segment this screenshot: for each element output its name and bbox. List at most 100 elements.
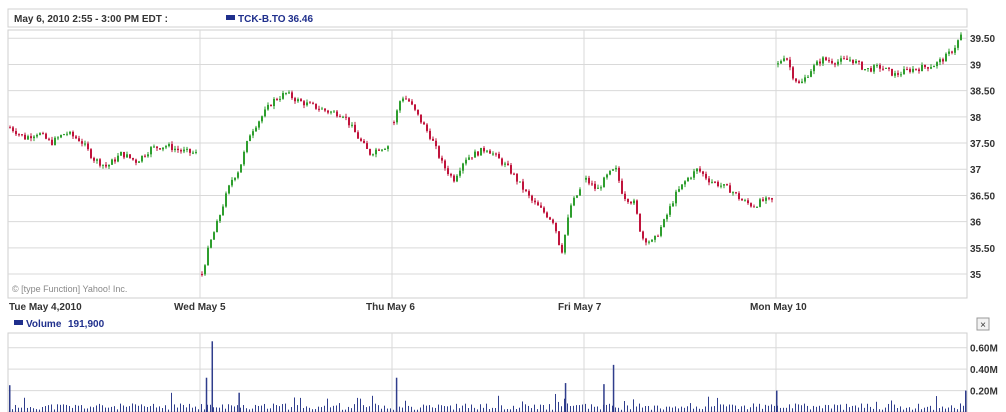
volume-bar [582, 404, 583, 412]
candle-body [300, 99, 302, 102]
volume-bar [714, 406, 715, 412]
candle-body [87, 143, 89, 150]
volume-bar [882, 409, 883, 412]
volume-bar [285, 403, 286, 412]
candle-body [267, 104, 269, 110]
volume-bar [897, 408, 898, 412]
volume-bar [879, 409, 880, 412]
candle-body [729, 185, 731, 193]
volume-bar [921, 409, 922, 412]
y-tick-label: 36.50 [970, 191, 995, 202]
candle-body [120, 151, 122, 156]
close-button-box[interactable] [976, 317, 990, 331]
volume-bar [336, 405, 337, 412]
close-icon[interactable]: × [980, 320, 986, 331]
candle-body [39, 133, 41, 135]
volume-bar [279, 406, 280, 412]
header-bar [7, 8, 968, 28]
volume-bar [489, 409, 490, 412]
volume-bar [711, 406, 712, 412]
volume-bar [756, 406, 757, 412]
candle-body [762, 199, 764, 201]
volume-bar [216, 407, 217, 412]
volume-bar [51, 404, 52, 412]
volume-bar [627, 405, 628, 412]
candle-body [249, 135, 251, 142]
volume-bar [936, 396, 937, 412]
volume-bar [345, 409, 346, 412]
volume-bar [765, 404, 766, 412]
candle-body [279, 98, 281, 100]
candle-body [384, 148, 386, 150]
candle-body [549, 217, 551, 220]
volume-bar [885, 407, 886, 412]
candle-body [498, 153, 500, 159]
volume-bar [288, 409, 289, 412]
candle-body [36, 134, 38, 137]
volume-bar [177, 407, 178, 412]
volume-bar [87, 408, 88, 412]
volume-bar [651, 409, 652, 412]
volume-bar [561, 406, 562, 412]
candle-body [225, 193, 227, 207]
candle-body [114, 159, 116, 162]
volume-bar [846, 403, 847, 412]
volume-bar [492, 407, 493, 412]
candle-body [921, 64, 923, 72]
volume-bar [420, 407, 421, 412]
volume-bar [585, 403, 586, 412]
volume-bar [915, 408, 916, 412]
candle-body [195, 151, 197, 153]
volume-bar [876, 401, 877, 412]
volume-bar [801, 405, 802, 412]
volume-bar [687, 406, 688, 412]
volume-bar [84, 408, 85, 412]
candle-body [96, 159, 98, 161]
volume-bar [330, 407, 331, 412]
candle-body [222, 206, 224, 216]
volume-bar [339, 403, 340, 412]
candle-body [723, 184, 725, 186]
volume-bar [384, 405, 385, 412]
volume-bar [750, 407, 751, 412]
volume-bar [708, 396, 709, 412]
volume-bar [591, 404, 592, 412]
volume-bar [675, 406, 676, 412]
candle-body [423, 122, 425, 125]
candle-body [627, 199, 629, 202]
x-tick-label: Mon May 10 [750, 302, 807, 313]
candle-body [840, 58, 842, 62]
candle-body [894, 73, 896, 76]
volume-bar [141, 404, 142, 412]
volume-bar [630, 409, 631, 412]
volume-bar [24, 397, 25, 412]
volume-bar [768, 405, 769, 412]
volume-bar [717, 397, 718, 412]
volume-bar [54, 409, 55, 412]
price-grid [8, 37, 967, 275]
volume-bar [501, 405, 502, 412]
candle-body [12, 127, 14, 132]
volume-bar [690, 403, 691, 412]
volume-bar [723, 404, 724, 412]
volume-bar [387, 408, 388, 412]
volume-bar [207, 404, 208, 412]
price-plot-frame [7, 29, 968, 299]
candle-body [516, 173, 518, 182]
volume-value: 191,900 [68, 319, 105, 330]
candle-body [192, 152, 194, 154]
volume-bar [75, 404, 76, 412]
volume-bar [735, 405, 736, 412]
volume-bar [891, 400, 892, 412]
volume-bar [732, 404, 733, 412]
candle-body [813, 65, 815, 72]
volume-close-button[interactable]: × [976, 317, 990, 331]
volume-bar [96, 405, 97, 412]
candle-body [636, 200, 638, 214]
candle-body [696, 168, 698, 172]
candle-body [816, 61, 818, 66]
volume-bar [213, 407, 214, 412]
candle-body [615, 167, 617, 170]
candle-body [951, 51, 953, 53]
volume-bar [918, 403, 919, 412]
